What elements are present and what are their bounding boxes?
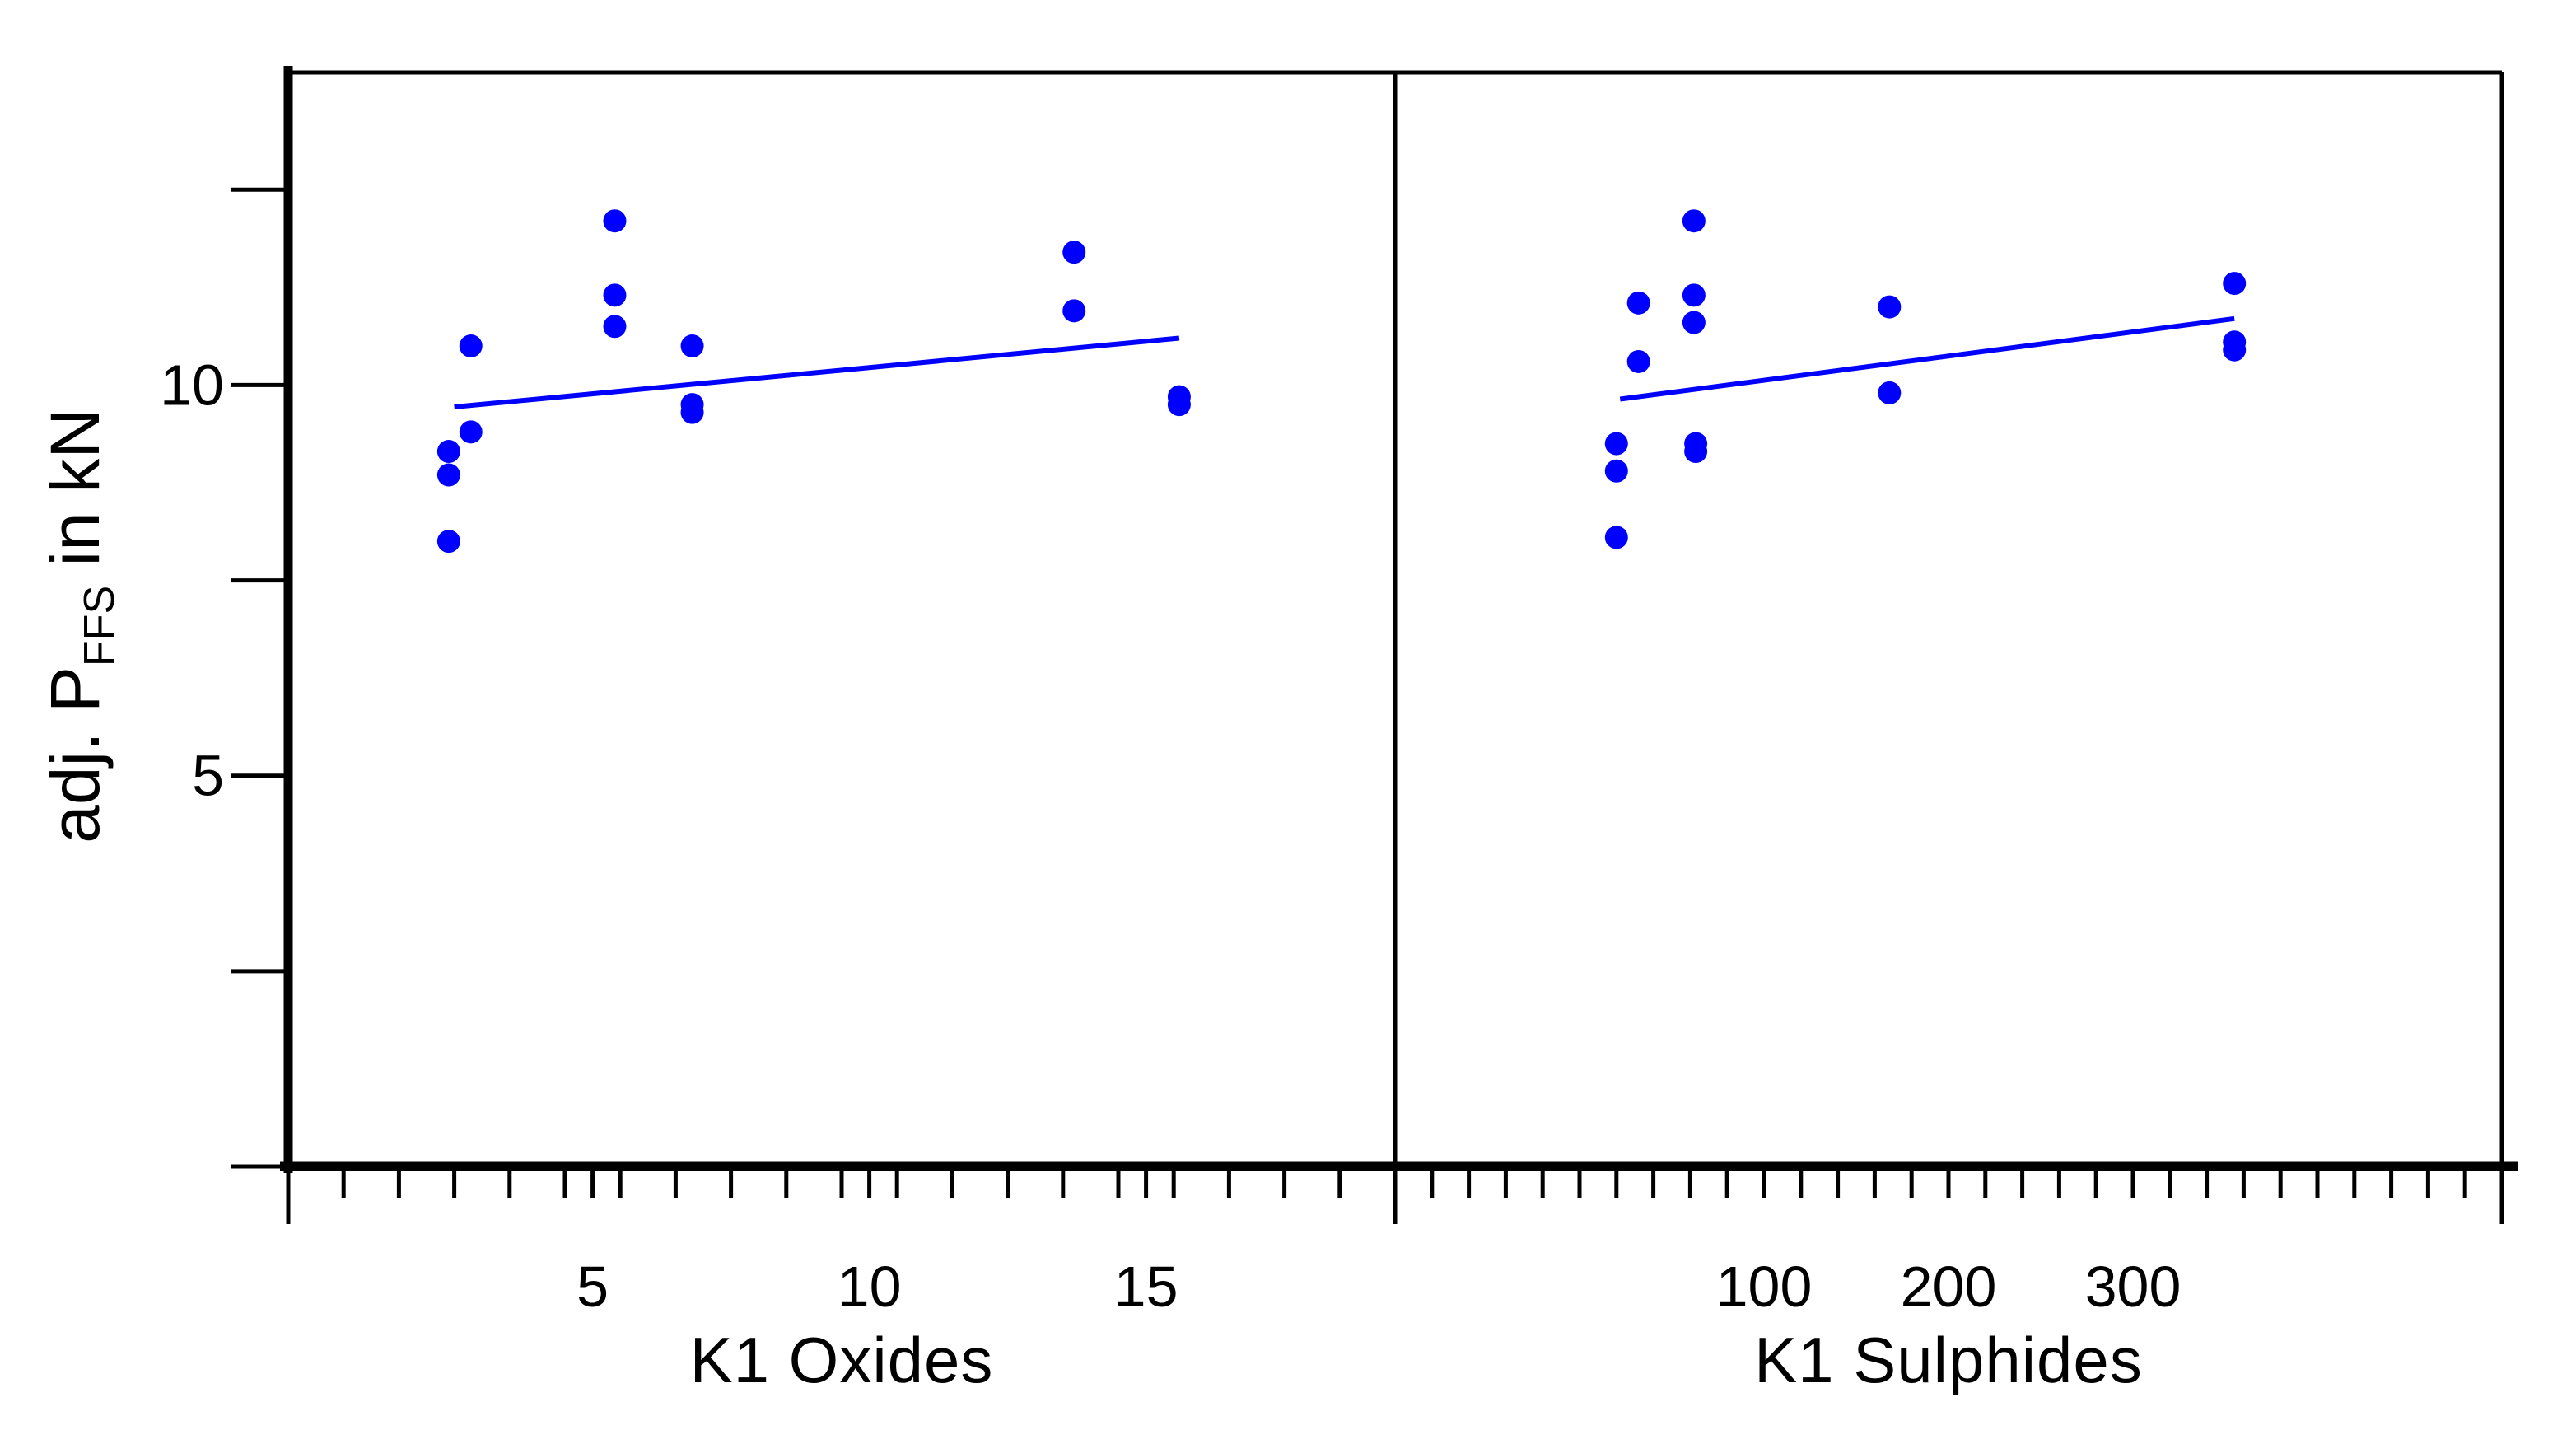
- data-point: [1682, 311, 1706, 334]
- data-point: [680, 334, 704, 358]
- panel-k1-oxides: 5 10 15 K1 Oxides: [286, 209, 1398, 1396]
- fit-line: [1619, 315, 2235, 402]
- fit-line: [454, 335, 1180, 409]
- x-tick-label: 5: [576, 1255, 609, 1319]
- x-tick-label: 15: [1114, 1255, 1178, 1319]
- data-point: [2223, 272, 2247, 296]
- x-axis-title: K1 Oxides: [690, 1324, 994, 1396]
- data-point: [1604, 459, 1628, 483]
- x-tick-label: 100: [1716, 1255, 1813, 1319]
- data-point: [436, 463, 460, 487]
- y-axis-title-main: adj. P: [36, 666, 114, 844]
- data-point: [1878, 295, 1902, 319]
- x-tick-label: 10: [838, 1255, 902, 1319]
- data-point: [436, 530, 460, 554]
- y-axis: 5 10: [160, 187, 288, 1169]
- data-point: [459, 420, 483, 444]
- data-point: [1604, 432, 1628, 456]
- y-axis-title-tail: in kN: [36, 409, 114, 586]
- data-point: [1062, 241, 1086, 264]
- data-point: [1167, 393, 1191, 417]
- data-point: [1626, 349, 1650, 373]
- y-tick-label: 10: [160, 353, 224, 417]
- y-axis-title-subscript: FFS: [76, 586, 124, 666]
- data-point: [1878, 381, 1902, 404]
- data-point: [1684, 440, 1708, 464]
- data-point: [1626, 291, 1650, 315]
- x-tick-label: 200: [1901, 1255, 1997, 1319]
- data-point: [603, 283, 627, 307]
- data-point: [603, 209, 627, 233]
- data-point: [1682, 283, 1706, 307]
- x-axis-title: K1 Sulphides: [1754, 1324, 2143, 1396]
- y-axis-title: adj. PFFS in kN: [36, 409, 124, 844]
- x-tick-label: 300: [2085, 1255, 2182, 1319]
- data-point: [1604, 526, 1628, 549]
- data-point: [1062, 299, 1086, 323]
- data-point: [459, 334, 483, 358]
- data-point: [436, 440, 460, 464]
- y-tick-label: 5: [192, 744, 224, 808]
- data-point: [2223, 338, 2247, 362]
- data-point: [680, 400, 704, 424]
- data-point: [1682, 209, 1706, 233]
- plot-frame: [280, 66, 2518, 1224]
- data-point: [603, 315, 627, 339]
